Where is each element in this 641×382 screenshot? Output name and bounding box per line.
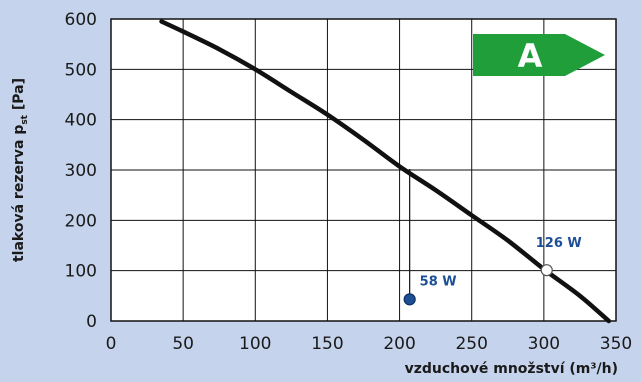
plot-border [110, 18, 617, 322]
y-axis-title-unit: [Pa] [11, 78, 27, 115]
y-tick-label: 600 [65, 10, 97, 30]
marker-point [540, 264, 553, 277]
y-tick-label: 200 [65, 211, 97, 231]
x-tick-label: 0 [106, 334, 117, 354]
x-tick-labels: 0 50 100 150 200 250 300 350 [106, 334, 633, 354]
marker-point [403, 293, 416, 306]
x-tick-label: 50 [172, 334, 194, 354]
energy-class-badge: A [473, 34, 605, 76]
marker-label: 126 W [536, 236, 582, 251]
y-axis-title-main: tlaková rezerva p [11, 125, 27, 262]
y-axis-title: tlaková rezerva pst [Pa] [11, 78, 30, 262]
x-tick-label: 350 [600, 334, 632, 354]
series-line [159, 19, 612, 324]
y-tick-labels: 0 100 200 300 400 500 600 [65, 10, 97, 332]
energy-class-arrow [473, 34, 605, 76]
marker-label: 58 W [420, 274, 457, 289]
markers: 58 W 126 W [403, 236, 582, 306]
y-tick-label: 100 [65, 262, 97, 282]
y-tick-label: 400 [65, 111, 97, 131]
x-tick-label: 200 [383, 334, 415, 354]
x-tick-label: 300 [528, 334, 560, 354]
x-tick-label: 150 [311, 334, 343, 354]
x-tick-label: 250 [455, 334, 487, 354]
y-tick-label: 500 [65, 60, 97, 80]
x-axis-title: vzduchové množství (m³/h) [405, 361, 618, 377]
y-axis-title-subscript: st [20, 114, 30, 124]
x-tick-label: 100 [239, 334, 271, 354]
y-tick-label: 300 [65, 161, 97, 181]
energy-class-label: A [518, 37, 543, 75]
y-tick-label: 0 [86, 312, 97, 332]
